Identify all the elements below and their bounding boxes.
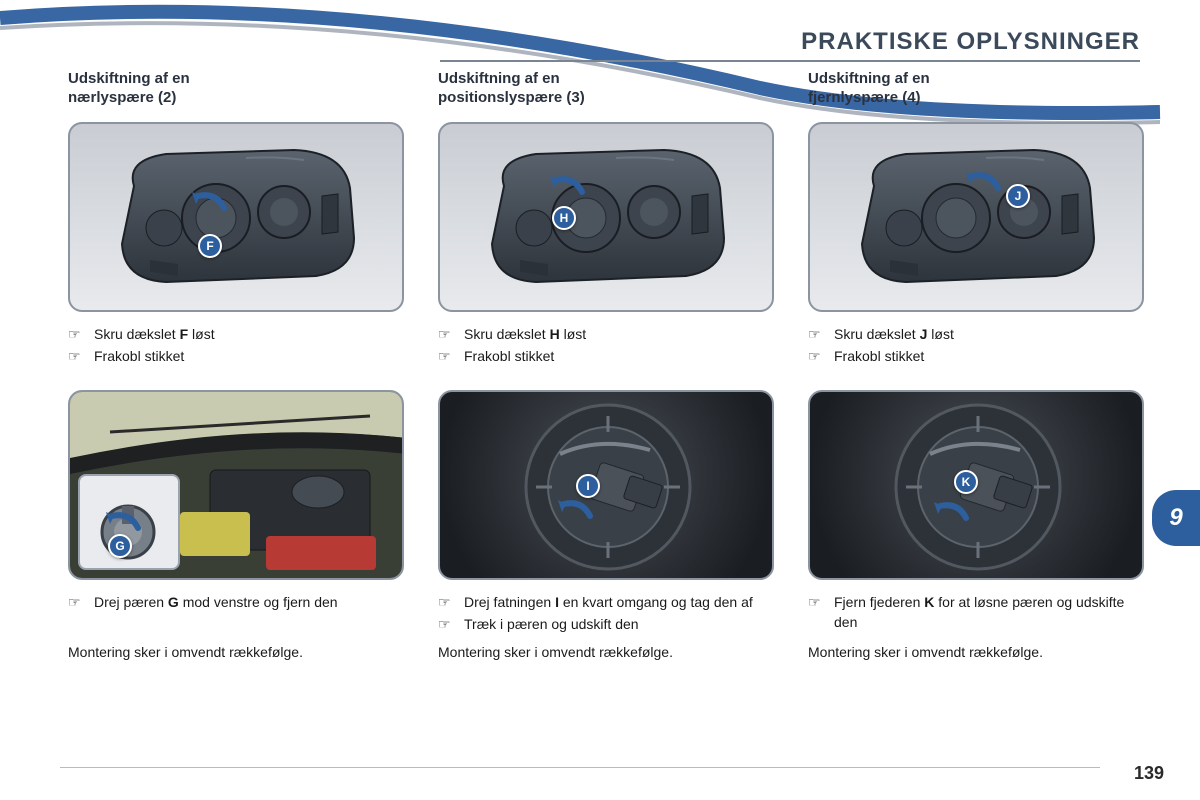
- step-list: ☞ Drej pæren G mod venstre og fjern den: [68, 592, 404, 640]
- column-title: Udskiftning af ennærlyspære (2): [68, 70, 404, 108]
- step-text: Frakobl stikket: [94, 346, 184, 366]
- step-item: ☞ Frakobl stikket: [438, 346, 774, 366]
- rotate-arrow-icon: [960, 166, 1004, 198]
- step-list: ☞ Drej fatningen I en kvart omgang og tag…: [438, 592, 774, 640]
- bullet-icon: ☞: [68, 592, 84, 612]
- bullet-icon: ☞: [438, 346, 454, 366]
- part-label: G: [108, 534, 132, 558]
- step-text: Frakobl stikket: [834, 346, 924, 366]
- assembly-note: Montering sker i omvendt rækkefølge.: [68, 644, 404, 660]
- bullet-icon: ☞: [808, 324, 824, 344]
- bullet-icon: ☞: [808, 346, 824, 366]
- part-label: F: [198, 234, 222, 258]
- step-item: ☞Fjern fjederen K for at løsne pæren og …: [808, 592, 1144, 633]
- step-text: Skru dækslet F løst: [94, 324, 215, 344]
- headlamp-illustration: [476, 142, 736, 292]
- step-item: ☞ Træk i pæren og udskift den: [438, 614, 774, 634]
- page-number: 139: [1134, 763, 1164, 784]
- column: Udskiftning af ennærlyspære (2) F ☞ Skru d…: [68, 70, 404, 660]
- assembly-note: Montering sker i omvendt rækkefølge.: [808, 644, 1144, 660]
- step-text: Skru dækslet J løst: [834, 324, 954, 344]
- column-title: Udskiftning af enpositionslyspære (3): [438, 70, 774, 108]
- step-text: Træk i pæren og udskift den: [464, 614, 639, 634]
- illustration-box: K: [808, 390, 1144, 580]
- bullet-icon: ☞: [438, 614, 454, 634]
- column: Udskiftning af enpositionslyspære (3) H ☞…: [438, 70, 774, 660]
- step-item: ☞ Skru dækslet H løst: [438, 324, 774, 344]
- bullet-icon: ☞: [808, 592, 824, 633]
- step-text: Drej fatningen I en kvart omgang og tag …: [464, 592, 753, 612]
- part-label: J: [1006, 184, 1030, 208]
- illustration-box: I: [438, 390, 774, 580]
- content-columns: Udskiftning af ennærlyspære (2) F ☞ Skru d…: [68, 70, 1148, 660]
- rotate-arrow-icon: [928, 496, 972, 528]
- illustration-box: H: [438, 122, 774, 312]
- step-list: ☞Fjern fjederen K for at løsne pæren og …: [808, 592, 1144, 640]
- bullet-icon: ☞: [68, 324, 84, 344]
- bullet-icon: ☞: [68, 346, 84, 366]
- part-label: I: [576, 474, 600, 498]
- step-item: ☞ Drej fatningen I en kvart omgang og tag…: [438, 592, 774, 612]
- bullet-icon: ☞: [438, 324, 454, 344]
- part-label: K: [954, 470, 978, 494]
- page-header: PRAKTISKE OPLYSNINGER: [440, 28, 1140, 62]
- assembly-note: Montering sker i omvendt rækkefølge.: [438, 644, 774, 660]
- step-list: ☞ Skru dækslet F løst ☞ Frakobl stikket: [68, 324, 404, 372]
- column: Udskiftning af enfjernlyspære (4) J ☞ Skru…: [808, 70, 1144, 660]
- header-rule: [440, 60, 1140, 62]
- rotate-arrow-icon: [544, 170, 588, 202]
- step-item: ☞ Skru dækslet F løst: [68, 324, 404, 344]
- step-item: ☞ Frakobl stikket: [68, 346, 404, 366]
- chapter-number: 9: [1169, 504, 1182, 532]
- headlamp-illustration: [106, 142, 366, 292]
- page-title: PRAKTISKE OPLYSNINGER: [440, 28, 1140, 56]
- part-label: H: [552, 206, 576, 230]
- illustration-box: G: [68, 390, 404, 580]
- step-item: ☞ Frakobl stikket: [808, 346, 1144, 366]
- step-list: ☞ Skru dækslet J løst ☞ Frakobl stikket: [808, 324, 1144, 372]
- bulb-closeup-illustration: [440, 392, 772, 580]
- illustration-box: J: [808, 122, 1144, 312]
- step-list: ☞ Skru dækslet H løst ☞ Frakobl stikket: [438, 324, 774, 372]
- headlamp-illustration: [846, 142, 1106, 292]
- illustration-box: F: [68, 122, 404, 312]
- rotate-arrow-icon: [186, 186, 230, 218]
- step-text: Frakobl stikket: [464, 346, 554, 366]
- step-text: Skru dækslet H løst: [464, 324, 586, 344]
- column-title: Udskiftning af enfjernlyspære (4): [808, 70, 1144, 108]
- step-text: Drej pæren G mod venstre og fjern den: [94, 592, 338, 612]
- step-text: Fjern fjederen K for at løsne pæren og u…: [834, 592, 1144, 633]
- rotate-arrow-icon: [552, 494, 596, 526]
- chapter-tab: 9: [1152, 490, 1200, 546]
- step-item: ☞ Skru dækslet J løst: [808, 324, 1144, 344]
- bullet-icon: ☞: [438, 592, 454, 612]
- footer-rule: [60, 767, 1100, 768]
- step-item: ☞ Drej pæren G mod venstre og fjern den: [68, 592, 404, 612]
